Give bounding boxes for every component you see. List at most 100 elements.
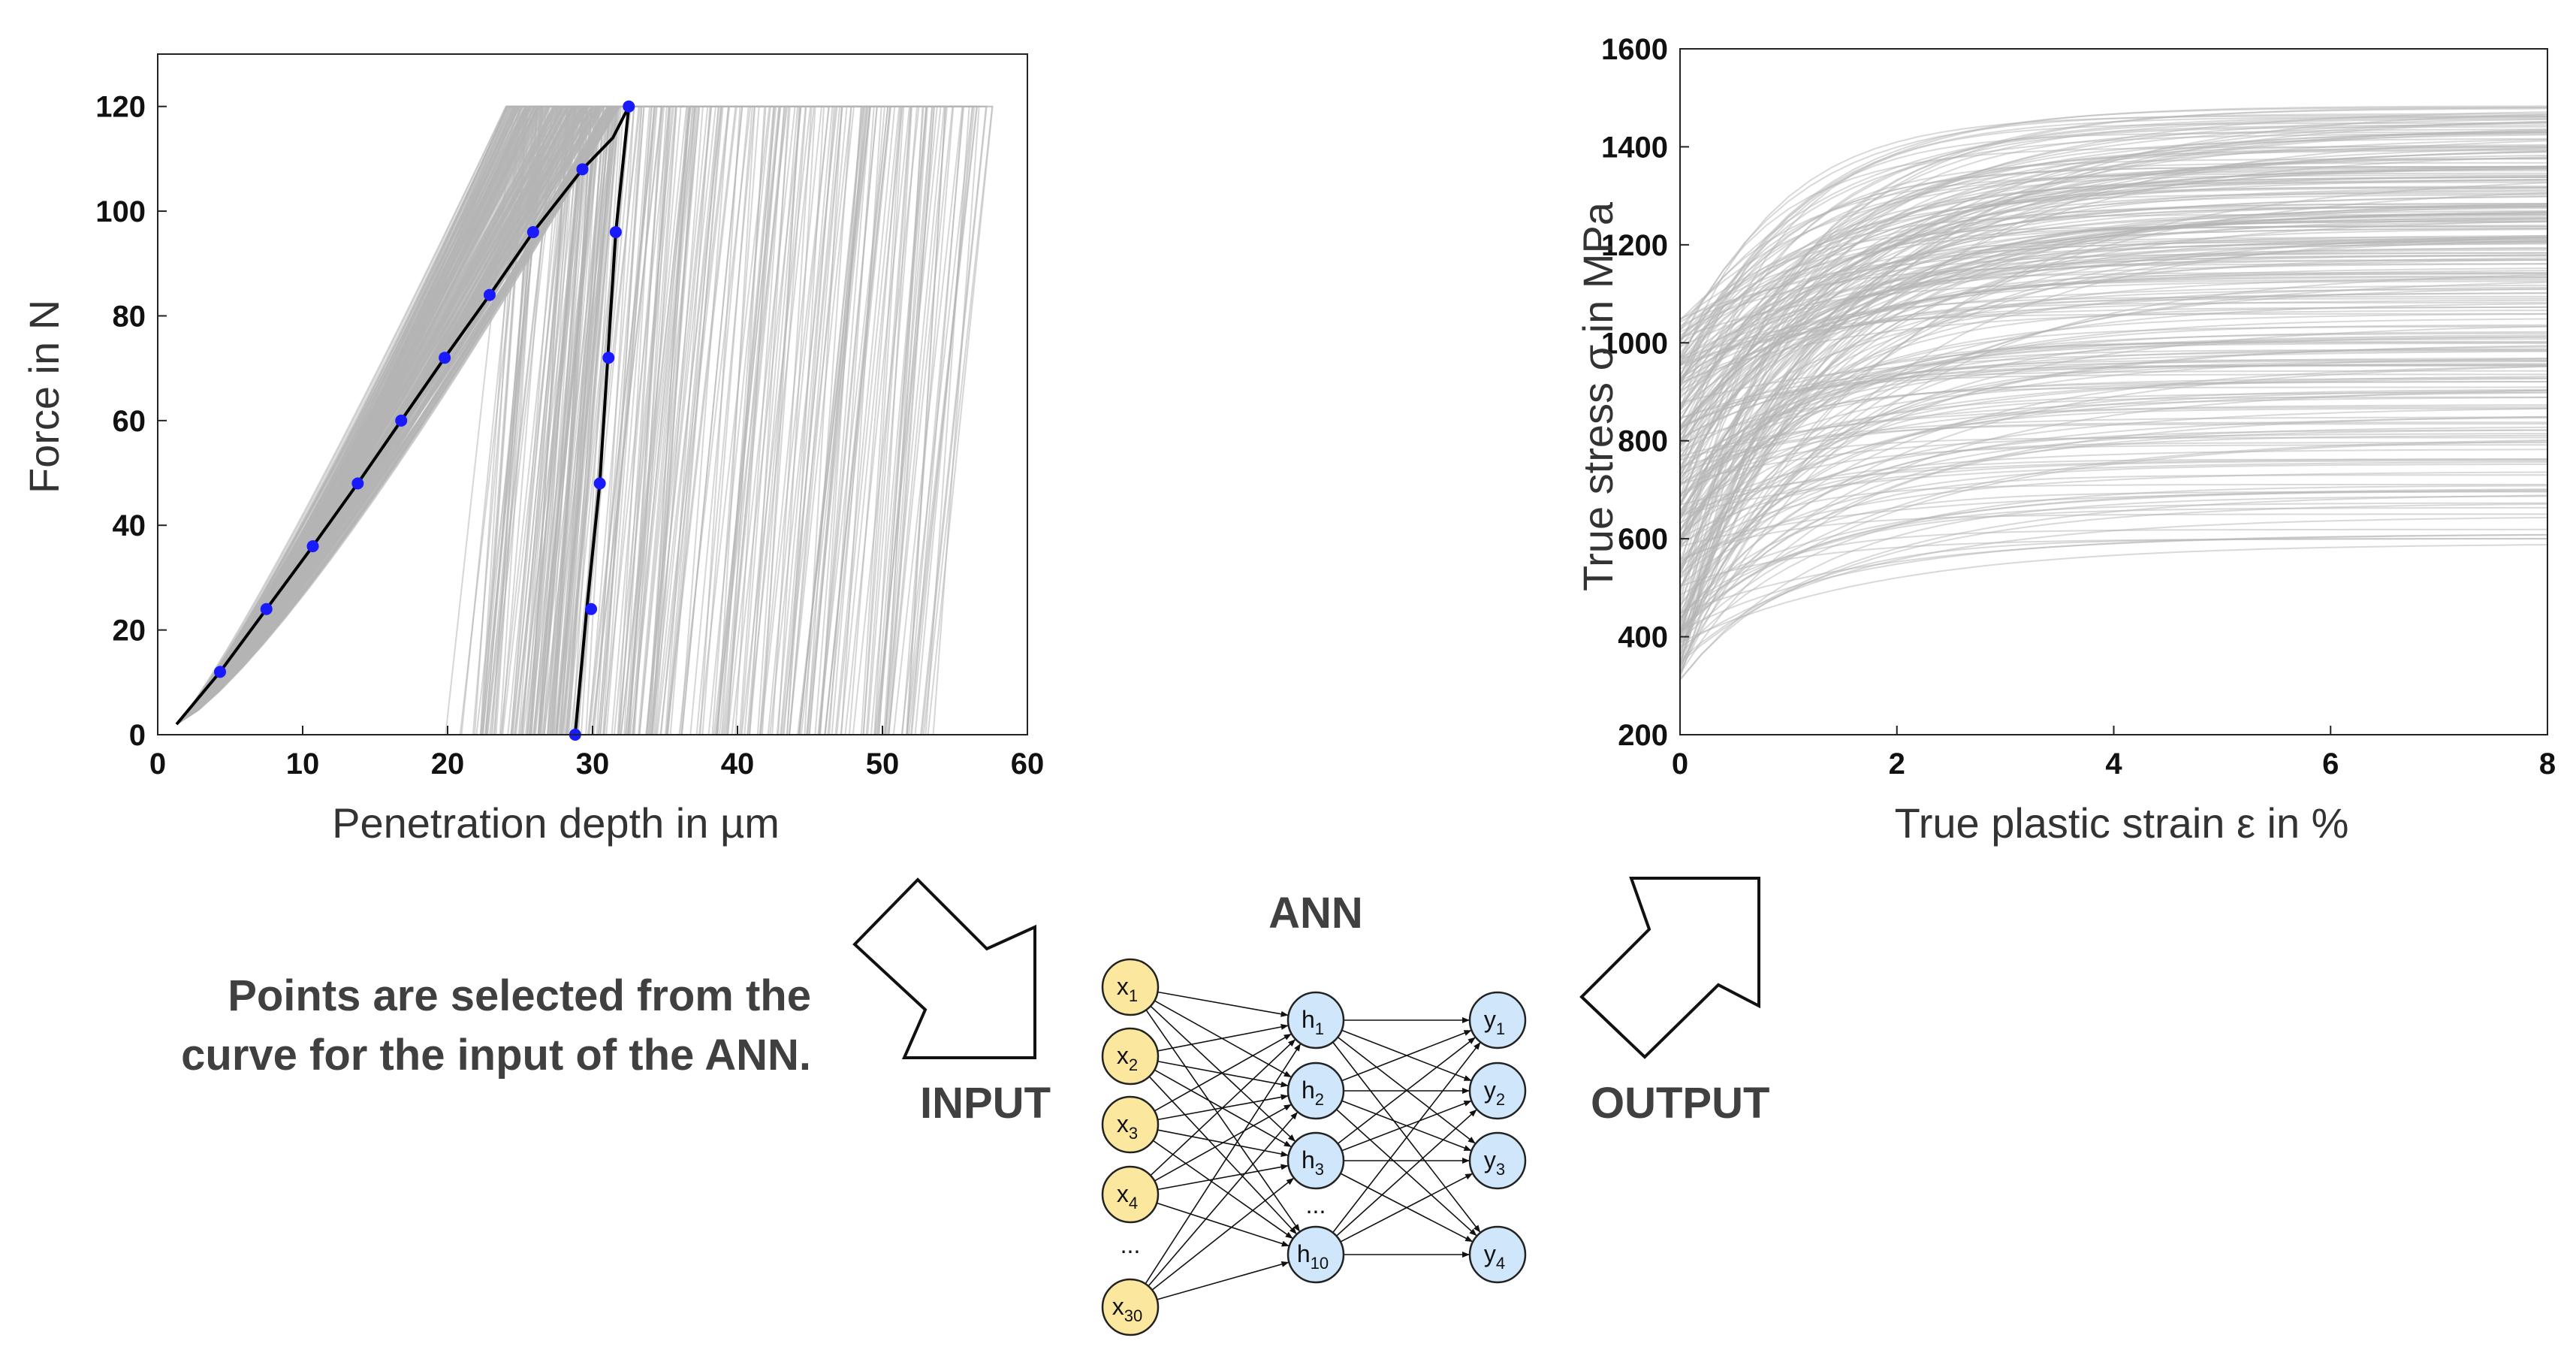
- selected-point: [395, 414, 408, 427]
- hidden-node-circle: [1286, 1225, 1345, 1284]
- flow-curve: [1679, 474, 2547, 666]
- y-axis-ticks: 0 20 40 60 80 100 120: [95, 91, 167, 752]
- flow-curve: [1679, 255, 2548, 365]
- y-tick-label: 1200: [1601, 229, 1668, 262]
- flow-curve: [1679, 396, 2547, 672]
- flow-curve: [1679, 267, 2548, 397]
- flow-curve: [1679, 484, 2547, 564]
- output-node-label: y4: [1484, 1240, 1505, 1273]
- x-tick-label: 6: [2322, 747, 2339, 781]
- x-tick-label: 30: [576, 747, 610, 781]
- hidden-node: h2: [1286, 1062, 1345, 1120]
- simulated-curve: [176, 105, 643, 735]
- flow-curve: [1679, 292, 2548, 385]
- selected-point: [306, 540, 319, 553]
- selected-point: [623, 100, 635, 113]
- x-axis-title: True plastic strain ε in %: [1895, 799, 2349, 847]
- output-node-label: y3: [1484, 1146, 1505, 1179]
- selected-point: [576, 163, 589, 176]
- flow-curve: [1679, 471, 2548, 562]
- hidden-node-circle: [1286, 1062, 1345, 1120]
- y-tick-label: 600: [1618, 523, 1668, 556]
- flow-curve: [1679, 192, 2548, 636]
- y-tick-label: 80: [113, 300, 146, 333]
- flow-curve: [1679, 407, 2547, 642]
- output-label: OUTPUT: [1591, 1079, 1769, 1128]
- ann-connection: [1152, 1140, 1293, 1239]
- x-tick-label: 4: [2105, 747, 2122, 781]
- ann-connections: [1145, 991, 1481, 1300]
- note-line-2: curve for the input of the ANN.: [181, 1031, 811, 1080]
- ann-connection: [1157, 1060, 1289, 1088]
- flow-curve: [1679, 203, 2547, 473]
- selected-point: [609, 225, 622, 238]
- flow-curve: [1679, 116, 2548, 412]
- flow-curve: [1679, 306, 2548, 532]
- y-tick-label: 40: [113, 509, 146, 542]
- y-tick-label: 1600: [1601, 33, 1668, 66]
- flow-curve: [1679, 442, 2547, 620]
- output-node: y2: [1468, 1062, 1527, 1120]
- output-node-circle: [1468, 991, 1527, 1049]
- flow-curve: [1679, 503, 2548, 663]
- flow-curve: [1679, 513, 2547, 560]
- flow-curve: [1679, 122, 2548, 363]
- y-tick-label: 20: [113, 615, 146, 648]
- flow-curve: [1679, 440, 2548, 642]
- ann-connection: [1337, 1037, 1476, 1145]
- input-node: x4: [1101, 1165, 1160, 1224]
- flow-curve: [1679, 238, 2548, 328]
- input-node: x30: [1101, 1278, 1160, 1336]
- flow-curve: [1679, 376, 2548, 485]
- hidden-node-label: h1: [1302, 1006, 1324, 1038]
- note-line-1: Points are selected from the: [228, 971, 811, 1020]
- x-axis-ticks: 0 2 4 6 8: [1672, 726, 2556, 781]
- ann-title: ANN: [1268, 889, 1363, 938]
- flow-curve: [1679, 359, 2547, 525]
- flow-curve: [1679, 225, 2547, 339]
- ann-connection: [1145, 1043, 1302, 1285]
- flow-curve: [1679, 378, 2548, 519]
- ann-diagram: x1 x2 x3 x4 x30 h1 h2 h3 h10 y1 y2 y3 y4 ... ...: [1101, 958, 1527, 1336]
- input-label: INPUT: [920, 1079, 1051, 1128]
- flow-curve: [1679, 113, 2548, 344]
- flow-curve: [1679, 495, 2548, 681]
- selected-point: [593, 477, 606, 490]
- ann-connection: [1341, 1030, 1472, 1082]
- input-node-circle: [1101, 1165, 1160, 1224]
- x-tick-label: 40: [721, 747, 755, 781]
- input-node: x3: [1101, 1095, 1160, 1154]
- output-node-circle: [1468, 1225, 1527, 1284]
- flow-curve: [1679, 388, 2548, 606]
- flow-curve: [1679, 134, 2548, 452]
- ann-connection: [1150, 1039, 1296, 1176]
- stress-strain-chart: 0 2 4 6 8 200 400 600 800 1000 1200 1400 1600 True …: [1574, 33, 2556, 847]
- flow-curve: [1679, 217, 2548, 636]
- ann-connection: [1157, 1024, 1289, 1052]
- flow-curve: [1679, 463, 2548, 587]
- output-arrow: [1579, 877, 1760, 1059]
- simulated-curve: [176, 106, 586, 735]
- y-tick-label: 400: [1618, 621, 1668, 654]
- input-node-label: x3: [1117, 1110, 1138, 1143]
- hidden-node-label: h3: [1302, 1146, 1324, 1179]
- flow-curve: [1679, 180, 2548, 360]
- x-tick-label: 2: [1889, 747, 1905, 781]
- flow-curve: [1679, 220, 2548, 539]
- ann-connection: [1154, 1104, 1292, 1182]
- flow-curves: [1679, 105, 2548, 681]
- y-axis-title: True stress σ in MPa: [1574, 201, 1621, 591]
- y-tick-label: 1400: [1601, 131, 1668, 164]
- flow-curve: [1679, 324, 2548, 622]
- flow-curve: [1679, 240, 2548, 433]
- input-node-label: x2: [1117, 1042, 1138, 1074]
- flow-curve: [1679, 146, 2547, 342]
- selected-curve-group: [175, 100, 635, 741]
- ann-connection: [1157, 1164, 1289, 1191]
- flow-curve: [1679, 165, 2547, 358]
- flow-curve: [1679, 502, 2547, 630]
- y-tick-label: 100: [95, 195, 146, 228]
- input-node-label: x4: [1117, 1180, 1138, 1213]
- flow-curve: [1679, 349, 2548, 404]
